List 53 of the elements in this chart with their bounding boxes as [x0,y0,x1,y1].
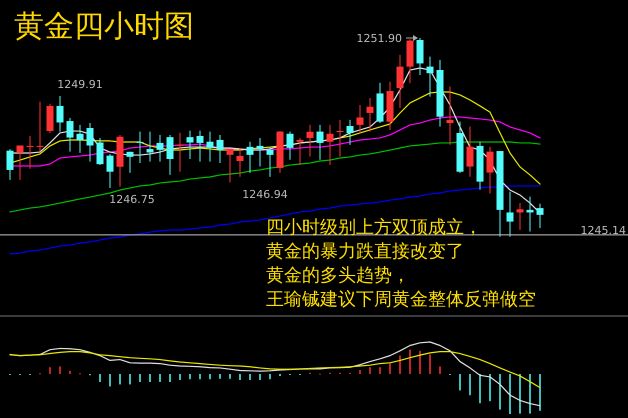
candlestick [446,86,454,146]
candlestick [126,151,134,174]
candlestick [136,131,144,164]
candlestick [486,146,494,194]
candlestick [236,147,244,178]
annotation: 黄金的暴力跌直接改变了 [266,241,464,262]
candlestick [196,130,204,162]
candlestick [336,119,344,158]
candlestick [266,146,274,178]
candlestick [6,148,14,180]
annotation: 1246.94 [242,188,288,201]
candlestick [86,122,94,162]
chart-title: 黄金四小时图 [14,9,194,44]
candlestick [16,144,24,180]
candlestick [166,134,174,176]
candlestick [286,131,294,160]
candlestick [366,98,374,132]
candlestick [256,137,264,168]
candlestick [426,56,434,98]
candlestick [466,126,474,178]
candlestick [56,96,64,132]
candlestick [146,131,154,162]
candlestick [66,117,74,152]
candlestick [306,124,314,158]
candlestick [516,202,524,230]
candlestick [326,124,334,166]
candlestick [106,154,114,189]
text: 1245.14 [580,224,626,237]
candlestick [96,137,104,166]
text: 王瑜铖建议下周黄金整体反弹做空 [266,289,536,310]
candlestick [526,196,534,232]
candlestick [316,124,324,160]
candlestick [506,191,514,238]
annotation: 1249.91 [57,78,103,91]
candlestick [416,38,424,76]
candlestick [186,130,194,160]
annotation: 四小时级别上方双顶成立， [266,217,482,238]
candlestick [246,141,254,174]
candlestick [26,135,34,170]
candlestick [356,104,364,134]
candlestick [536,203,544,229]
candlestick [226,148,234,183]
candlestick [176,132,184,172]
candlestick [396,54,404,108]
annotation: 1251.90 [356,32,402,45]
annotation: 1246.75 [109,193,155,206]
text: 黄金的多头趋势， [266,265,410,286]
candlestick [216,134,224,164]
candlestick [156,134,164,162]
candlestick [36,101,44,152]
candlestick [206,131,214,162]
candlestick [76,124,84,154]
candlestick [346,119,354,146]
